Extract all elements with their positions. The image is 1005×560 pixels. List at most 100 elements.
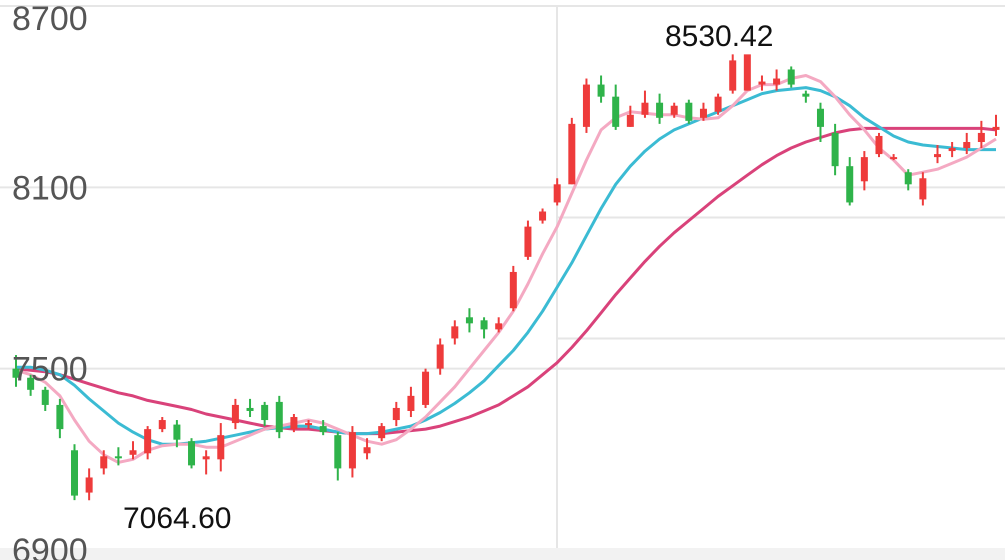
candle-body bbox=[188, 441, 196, 466]
ma-mid-line bbox=[16, 86, 996, 446]
candle-body bbox=[758, 81, 766, 85]
candle-body bbox=[173, 424, 181, 440]
candle-body bbox=[100, 456, 108, 469]
candle-36 bbox=[539, 208, 547, 224]
candle-body bbox=[875, 135, 883, 155]
candle-body bbox=[597, 84, 605, 97]
candle-20 bbox=[305, 420, 313, 430]
candle-50 bbox=[743, 54, 751, 91]
candle-body bbox=[129, 450, 137, 455]
candle-body bbox=[860, 157, 868, 182]
candle-62 bbox=[919, 172, 927, 206]
candle-10 bbox=[158, 417, 166, 433]
candle-60 bbox=[890, 154, 898, 161]
candle-48 bbox=[714, 93, 722, 115]
candle-54 bbox=[802, 90, 810, 103]
candle-40 bbox=[597, 75, 605, 103]
candle-0 bbox=[12, 355, 20, 387]
candle-body bbox=[158, 420, 166, 430]
candle-body bbox=[729, 60, 737, 91]
candle-body bbox=[305, 423, 313, 426]
candle-body bbox=[919, 178, 927, 200]
ma-short-line bbox=[15, 74, 997, 464]
candle-body bbox=[670, 105, 678, 115]
candle-45 bbox=[670, 102, 678, 118]
candle-25 bbox=[378, 423, 386, 442]
candle-body bbox=[378, 426, 386, 439]
moving-average-lines bbox=[15, 74, 997, 464]
bottom-band bbox=[0, 548, 1005, 560]
candle-body bbox=[802, 93, 810, 97]
candle-51 bbox=[758, 75, 766, 91]
candle-body bbox=[348, 432, 356, 469]
candles bbox=[12, 54, 1000, 501]
candle-body bbox=[846, 166, 854, 203]
candle-42 bbox=[626, 105, 634, 127]
candle-body bbox=[787, 69, 795, 85]
candle-24 bbox=[363, 438, 371, 460]
candle-body bbox=[451, 326, 459, 339]
candle-body bbox=[480, 320, 488, 330]
candle-46 bbox=[685, 99, 693, 124]
candle-35 bbox=[524, 220, 532, 260]
candle-14 bbox=[217, 423, 225, 472]
candle-33 bbox=[495, 317, 503, 333]
candle-body bbox=[933, 154, 941, 158]
candle-7 bbox=[114, 447, 122, 466]
candle-body bbox=[85, 477, 93, 493]
candle-28 bbox=[422, 368, 430, 408]
candle-55 bbox=[816, 102, 824, 142]
candle-body bbox=[553, 184, 561, 203]
candle-64 bbox=[948, 142, 956, 158]
candle-body bbox=[465, 317, 473, 324]
candle-body bbox=[56, 404, 64, 430]
candle-43 bbox=[641, 90, 649, 118]
candle-body bbox=[773, 78, 781, 85]
candle-38 bbox=[568, 117, 576, 185]
candle-body bbox=[612, 96, 620, 127]
candle-body bbox=[509, 271, 517, 309]
candle-body bbox=[524, 226, 532, 257]
candle-body bbox=[217, 435, 225, 460]
candle-body bbox=[290, 417, 298, 430]
candle-41 bbox=[612, 84, 620, 130]
candle-29 bbox=[436, 338, 444, 375]
candle-49 bbox=[729, 54, 737, 94]
candle-body bbox=[422, 371, 430, 405]
candle-58 bbox=[860, 151, 868, 191]
candle-63 bbox=[933, 145, 941, 164]
candle-body bbox=[407, 395, 415, 411]
candle-body bbox=[275, 401, 283, 433]
candle-47 bbox=[699, 102, 707, 121]
candle-body bbox=[392, 407, 400, 421]
candle-body bbox=[904, 172, 912, 185]
candle-15 bbox=[231, 398, 239, 430]
low-price-label: 7064.60 bbox=[123, 502, 231, 535]
candle-body bbox=[231, 404, 239, 424]
candle-52 bbox=[773, 69, 781, 91]
candle-body bbox=[582, 84, 590, 127]
grid-lines bbox=[0, 5, 1005, 560]
candle-body bbox=[699, 108, 707, 118]
candle-body bbox=[495, 323, 503, 330]
candle-body bbox=[626, 114, 634, 127]
candle-2 bbox=[41, 386, 49, 411]
candle-body bbox=[963, 142, 971, 149]
candle-body bbox=[27, 377, 35, 390]
candle-body bbox=[246, 407, 254, 411]
candle-18 bbox=[275, 395, 283, 439]
candle-30 bbox=[451, 320, 459, 345]
candle-26 bbox=[392, 401, 400, 427]
candle-13 bbox=[202, 450, 210, 475]
y-tick-label: 8700 bbox=[12, 0, 88, 38]
candle-5 bbox=[85, 468, 93, 501]
candle-37 bbox=[553, 178, 561, 206]
candle-body bbox=[568, 123, 576, 185]
y-tick-label: 7500 bbox=[12, 351, 88, 389]
candle-19 bbox=[290, 414, 298, 433]
candle-44 bbox=[656, 93, 664, 124]
candle-body bbox=[12, 368, 20, 378]
candle-67 bbox=[992, 114, 1000, 136]
candle-body bbox=[202, 456, 210, 460]
